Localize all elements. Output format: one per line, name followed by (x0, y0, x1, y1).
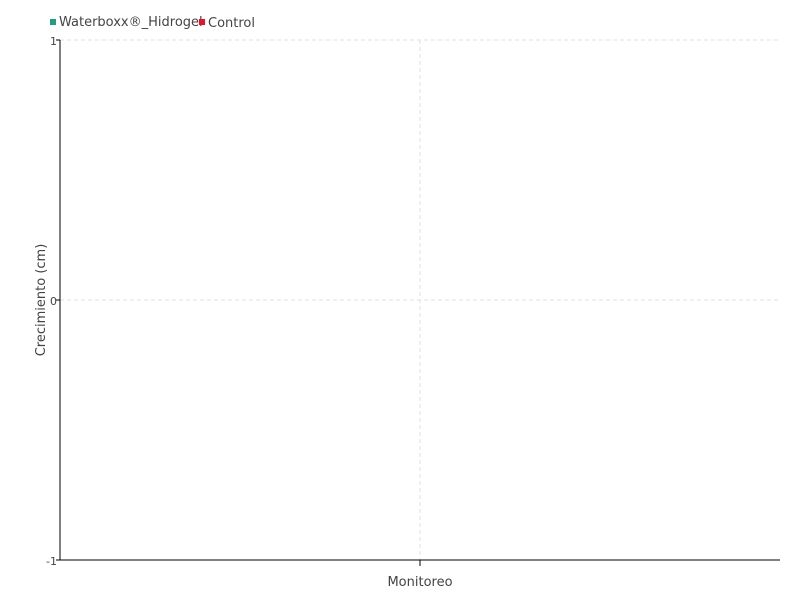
y-tick-label: 1 (50, 35, 57, 48)
legend: Waterboxx®_Hidrogel Control (50, 15, 255, 31)
legend-label-control[interactable]: Control (208, 16, 255, 31)
y-axis-label: Crecimiento (cm) (34, 244, 49, 357)
legend-swatch-control (199, 19, 205, 25)
y-tick-label: 0 (50, 295, 57, 308)
y-ticks (56, 39, 421, 566)
legend-label-waterboxx[interactable]: Waterboxx®_Hidrogel (59, 15, 203, 30)
legend-swatch-waterboxx (50, 19, 56, 25)
gridlines (60, 39, 780, 560)
x-axis-label: Monitoreo (387, 575, 452, 590)
y-tick-label: -1 (46, 555, 57, 568)
